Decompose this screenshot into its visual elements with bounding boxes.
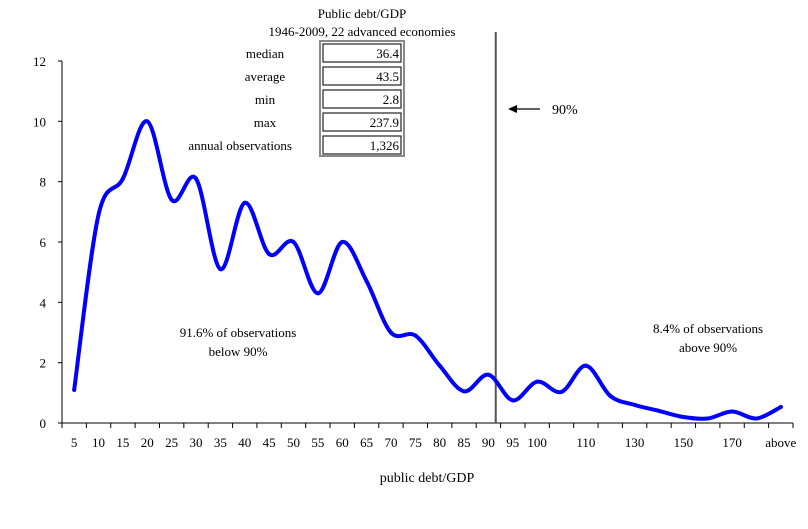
x-tick-label: 90: [482, 435, 495, 450]
annotation-above-line2: above 90%: [679, 340, 737, 355]
y-tick-label: 6: [40, 235, 47, 250]
x-tick-label: 15: [116, 435, 129, 450]
data-point-160: [705, 416, 710, 421]
x-tick-label: 60: [336, 435, 349, 450]
data-point-65: [364, 279, 369, 284]
x-tick-label: 40: [238, 435, 251, 450]
x-tick-label: 80: [433, 435, 446, 450]
data-point-40: [242, 200, 247, 205]
x-tick-label: 10: [92, 435, 105, 450]
x-axis-title: public debt/GDP: [380, 471, 475, 486]
x-tick-label: 100: [527, 435, 547, 450]
data-point-70: [388, 330, 393, 335]
x-tick-label: 130: [625, 435, 645, 450]
data-point-95: [510, 398, 515, 403]
data-point-120: [608, 393, 613, 398]
x-tick-label: 20: [141, 435, 154, 450]
data-point-30: [194, 176, 199, 181]
x-tick-label: 35: [214, 435, 227, 450]
stats-value-min: 2.8: [383, 92, 399, 107]
data-point-170: [730, 409, 735, 414]
stats-value-max: 237.9: [370, 115, 399, 130]
stats-title: Public debt/GDP: [318, 6, 406, 21]
x-tick-label: 55: [311, 435, 324, 450]
data-point-90: [486, 372, 491, 377]
data-point-10: [96, 212, 101, 217]
threshold-arrow: [508, 105, 540, 113]
y-ticks: 0 2 4 6 8 10 12: [33, 54, 62, 431]
stats-cell: [322, 89, 402, 109]
stats-value-average: 43.5: [376, 69, 399, 84]
data-point-105: [559, 389, 564, 394]
annotation-above-line1: 8.4% of observations: [653, 321, 763, 336]
stats-subtitle: 1946-2009, 22 advanced economies: [268, 24, 455, 39]
threshold-label: 90%: [552, 103, 578, 118]
data-point-25: [169, 197, 174, 202]
x-tick-label: 25: [165, 435, 178, 450]
data-point-60: [340, 240, 345, 244]
data-point-20: [145, 119, 150, 124]
data-point-45: [267, 252, 272, 257]
data-point-5: [72, 387, 77, 392]
data-point-130: [632, 402, 637, 407]
data-point-180: [754, 416, 759, 421]
stats-value-median: 36.4: [376, 46, 399, 61]
stats-cell: [322, 135, 402, 155]
y-tick-label: 8: [40, 175, 47, 190]
stats-label-max: max: [254, 115, 277, 130]
x-tick-label: above: [765, 435, 796, 450]
data-point-55: [315, 291, 320, 296]
data-point-100: [535, 379, 540, 384]
x-tick-label: 150: [674, 435, 694, 450]
data-point-50: [291, 240, 296, 244]
data-point-150: [681, 414, 686, 419]
x-tick-label: 45: [263, 435, 276, 450]
data-point-75: [413, 333, 418, 338]
y-tick-label: 2: [40, 356, 47, 371]
x-tick-label: 110: [576, 435, 595, 450]
x-tick-label: 70: [384, 435, 397, 450]
x-tick-label: 65: [360, 435, 373, 450]
stats-cell: [322, 43, 402, 63]
series-line: [72, 119, 783, 421]
stats-table: 36.4 median 43.5 average 2.8 min 237.9 max 1,326…: [188, 40, 405, 157]
x-tick-label: 5: [71, 435, 78, 450]
data-point-35: [218, 267, 223, 272]
stats-label-annual-observations: annual observations: [188, 138, 292, 153]
stats-label-median: median: [246, 46, 285, 61]
x-tick-label: 85: [458, 435, 471, 450]
x-tick-label: 75: [409, 435, 422, 450]
x-tick-label: 95: [506, 435, 519, 450]
annotation-below-line1: 91.6% of observations: [180, 325, 297, 340]
y-tick-label: 4: [40, 295, 47, 310]
x-tick-label: 30: [190, 435, 203, 450]
data-point-80: [437, 363, 442, 368]
data-point-140: [656, 408, 661, 413]
y-tick-label: 12: [33, 54, 46, 69]
stats-cell: [322, 112, 402, 132]
y-tick-label: 10: [33, 114, 46, 129]
data-point-above: [778, 405, 783, 410]
series-points: [72, 119, 783, 421]
data-point-110: [583, 363, 588, 368]
stats-label-min: min: [255, 92, 276, 107]
y-tick-label: 0: [40, 416, 47, 431]
stats-cell: [322, 66, 402, 86]
arrow-left-icon: [508, 105, 517, 113]
data-point-15: [120, 176, 125, 181]
stats-value-annual-observations: 1,326: [370, 138, 400, 153]
x-ticks: 5 10 15 20 25 30 35 40 45 50 55 60 65 70 75 80 85 90 95 100…: [61, 423, 797, 450]
stats-label-average: average: [245, 69, 286, 84]
x-tick-label: 170: [722, 435, 742, 450]
data-point-85: [462, 389, 467, 394]
x-tick-label: 50: [287, 435, 300, 450]
annotation-below-line2: below 90%: [209, 344, 268, 359]
